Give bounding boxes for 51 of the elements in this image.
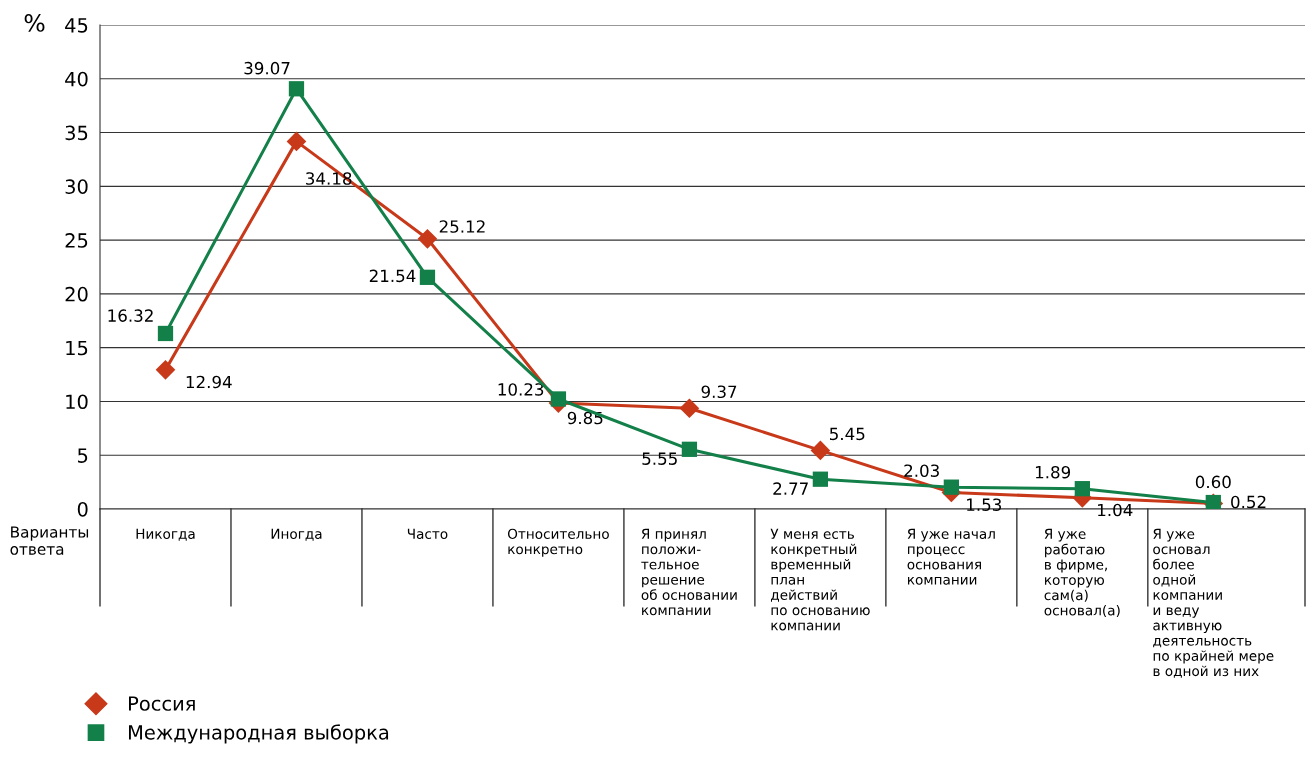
data-label: 9.37 (701, 385, 737, 399)
data-label: 0.60 (1195, 475, 1231, 489)
y-tick-label: 0 (77, 501, 88, 517)
data-label: 1.89 (1035, 465, 1071, 479)
data-label: 5.55 (642, 452, 677, 465)
y-tick-label: 5 (78, 448, 88, 463)
x-tick-label: Относительно конкретно (507, 528, 609, 557)
data-label: 39.07 (244, 61, 290, 75)
data-label: 2.03 (904, 464, 939, 477)
y-tick-label: 25 (65, 233, 88, 248)
data-label: 5.45 (830, 427, 865, 441)
point (679, 398, 700, 419)
x-tick-label: Я уже начал процесс основания компании (907, 528, 995, 585)
data-label: 2.77 (773, 482, 808, 495)
data-label: 21.54 (369, 269, 416, 283)
category-label: Я уже основал более одной компании и веду активную деятельность по крайней мере в одной из них (1153, 528, 1274, 678)
point (155, 360, 176, 380)
data-label: 25.12 (439, 220, 485, 233)
point (943, 479, 959, 495)
y-tick-label: 30 (65, 179, 88, 194)
y-axis-title: % (24, 13, 45, 32)
point (419, 269, 436, 285)
point (1074, 481, 1090, 497)
point (810, 440, 831, 461)
data-label: 0.52 (1231, 495, 1266, 509)
point (286, 131, 307, 152)
x-axis-title: Варианты ответа (10, 526, 89, 555)
y-tick-label: 20 (65, 286, 88, 302)
point (812, 471, 829, 487)
legend-label: Международная выборка (129, 724, 389, 744)
point (417, 229, 438, 249)
x-tick-label: Я уже работаю в фирме, которую сам(а) основал(а) (1044, 528, 1120, 618)
x-tick-label: Иногда (271, 528, 322, 541)
point (157, 325, 174, 342)
data-label: 10.23 (498, 383, 544, 396)
x-tick-label: У меня есть конкретный временный план действий по основанию компании (770, 528, 870, 631)
x-tick-label: Часто (407, 528, 448, 539)
y-tick-label: 15 (66, 340, 88, 356)
point (550, 391, 567, 407)
x-tick-label: Никогда (136, 528, 195, 541)
point (681, 441, 698, 457)
y-tick-label: 10 (66, 394, 88, 410)
legend-label: Россия (129, 696, 195, 711)
y-tick-label: 35 (65, 125, 88, 141)
data-label: 9.85 (567, 411, 603, 425)
y-tick-label: 45 (65, 18, 88, 33)
y-tick-label: 40 (65, 71, 88, 87)
data-label: 12.94 (186, 375, 232, 389)
x-tick-label: Я принял положи- тельное решение об основании компании (641, 528, 737, 616)
data-label: 16.32 (108, 309, 153, 322)
point (288, 81, 305, 97)
